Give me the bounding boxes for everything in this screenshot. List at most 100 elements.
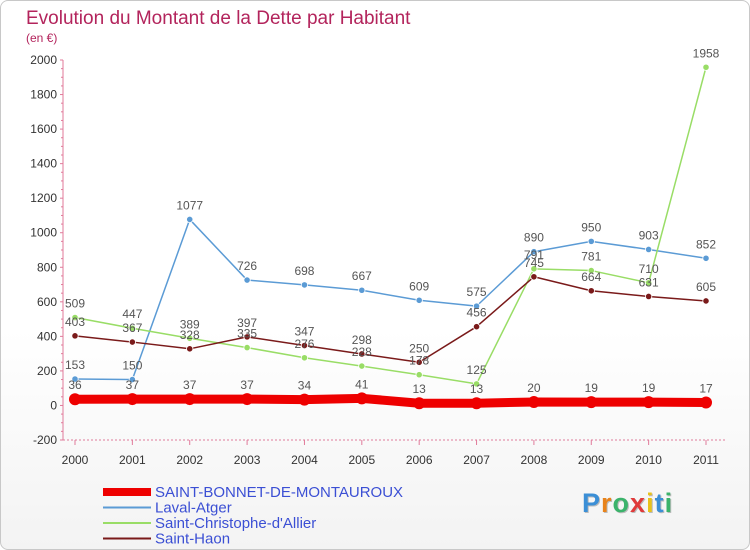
data-label: 36 [68, 378, 82, 392]
x-tick-label: 2009 [578, 453, 605, 467]
data-point [530, 265, 538, 273]
y-tick-label: 1800 [30, 88, 57, 102]
data-point [358, 362, 366, 370]
data-label: 852 [696, 237, 716, 251]
data-point [530, 248, 538, 256]
data-point [128, 324, 136, 332]
y-tick-label: -200 [33, 433, 57, 447]
data-label: 1958 [693, 46, 720, 60]
data-point [300, 354, 309, 362]
data-point [530, 273, 538, 281]
data-label: 698 [294, 264, 314, 278]
data-point [642, 396, 655, 409]
logo-letter: r [601, 488, 613, 518]
x-tick-label: 2000 [62, 453, 89, 467]
data-point [128, 338, 136, 346]
legend-label: SAINT-BONNET-DE-MONTAUROUX [155, 484, 403, 501]
legend-label: Saint-Christophe-d'Allier [155, 515, 316, 532]
data-labels-layer: 36 37 37 37 34 41 13 13 20 19 19 17 153 150 1077 726 698… [65, 46, 720, 396]
logo-letter: t [654, 488, 665, 518]
x-tick-label: 2010 [635, 453, 662, 467]
data-point [587, 266, 595, 275]
data-label: 389 [180, 317, 200, 331]
data-label: 41 [355, 377, 369, 391]
data-point [358, 350, 366, 358]
series-line-0 [70, 393, 711, 408]
data-point [472, 302, 481, 310]
data-label: 667 [352, 269, 372, 283]
y-tick-label: 600 [37, 295, 57, 309]
x-tick-label: 2003 [234, 453, 261, 467]
data-label: 726 [237, 259, 257, 273]
chart-title: Evolution du Montant de la Dette par Hab… [26, 8, 411, 29]
data-label: 781 [581, 250, 601, 264]
data-label: 250 [409, 341, 429, 355]
data-label: 575 [467, 285, 487, 299]
data-label: 19 [585, 381, 599, 395]
data-label: 298 [352, 333, 372, 347]
data-point [300, 341, 309, 350]
data-point [243, 333, 251, 341]
data-point [241, 393, 254, 406]
x-tick-label: 2008 [521, 453, 548, 467]
data-label: 403 [65, 315, 85, 329]
data-point [71, 313, 79, 322]
series-line-3 [74, 276, 707, 364]
data-label: 276 [294, 337, 314, 351]
data-label: 19 [642, 381, 656, 395]
data-label: 335 [237, 327, 257, 341]
data-point [186, 215, 194, 224]
data-point [645, 279, 653, 287]
data-point [415, 371, 423, 379]
data-point [700, 396, 712, 409]
x-tick-label: 2005 [348, 453, 375, 467]
data-label: 13 [470, 382, 484, 396]
data-point [69, 393, 81, 406]
data-point [702, 63, 710, 71]
data-label: 37 [126, 378, 140, 392]
data-label: 367 [122, 321, 142, 335]
data-label: 125 [467, 363, 487, 377]
data-label: 37 [240, 378, 254, 392]
legend-label: Laval-Atger [155, 500, 232, 517]
series-line-2 [74, 66, 707, 385]
data-point [71, 375, 79, 383]
x-tick-label: 2004 [291, 453, 318, 467]
data-label: 228 [352, 345, 372, 359]
data-point [298, 393, 311, 406]
data-label: 890 [524, 231, 544, 245]
data-point [300, 281, 309, 289]
data-label: 664 [581, 270, 601, 284]
data-label: 153 [65, 358, 85, 372]
series-line-1 [74, 218, 707, 381]
x-tick-label: 2007 [463, 453, 490, 467]
data-label: 456 [467, 306, 487, 320]
legend: SAINT-BONNET-DE-MONTAUROUXLaval-AtgerSai… [103, 484, 403, 548]
data-point [587, 287, 595, 295]
data-point [645, 292, 653, 301]
data-label: 631 [639, 275, 659, 289]
data-label: 17 [699, 382, 713, 396]
y-tick-label: 1400 [30, 157, 57, 171]
data-label: 447 [122, 307, 142, 321]
data-label: 509 [65, 297, 85, 311]
data-label: 178 [409, 354, 429, 368]
data-label: 397 [237, 316, 257, 330]
data-label: 903 [639, 228, 659, 242]
x-tick-label: 2002 [176, 453, 203, 467]
data-label: 1077 [176, 198, 203, 212]
data-point [413, 397, 426, 410]
data-label: 710 [639, 262, 659, 276]
y-tick-label: 0 [50, 398, 57, 412]
data-point [470, 397, 483, 410]
data-label: 791 [524, 248, 544, 262]
logo-letter: x [630, 488, 647, 518]
data-label: 347 [294, 325, 314, 339]
data-label: 150 [122, 359, 142, 373]
y-tick-label: 800 [37, 260, 57, 274]
x-tick-label: 2006 [406, 453, 433, 467]
data-point [128, 375, 136, 384]
data-point [415, 358, 423, 366]
